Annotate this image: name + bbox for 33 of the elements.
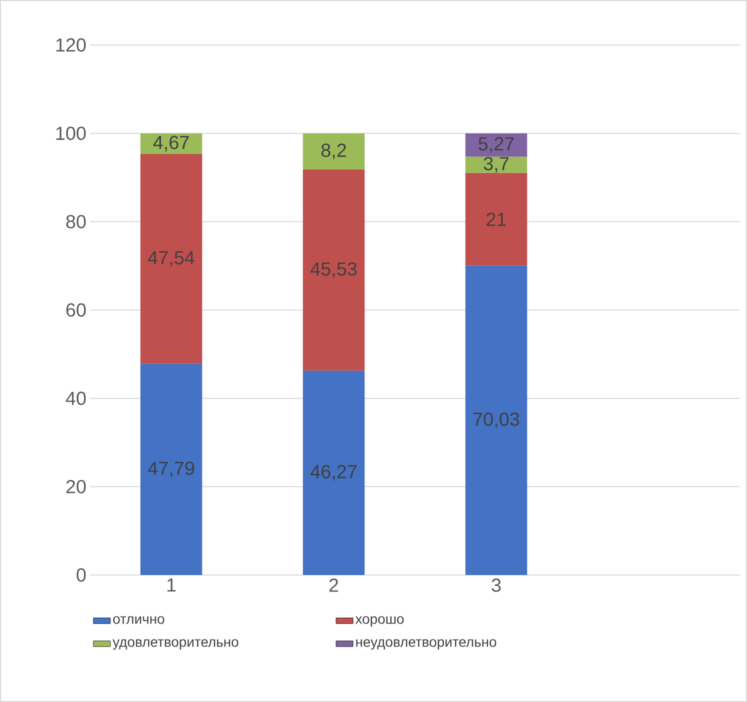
bar <box>465 156 528 173</box>
x-tick-label: 3 <box>492 578 501 592</box>
y-tick-label: 120 <box>56 38 86 52</box>
data-label: 47,54 <box>148 251 194 267</box>
data-label: 5,27 <box>478 137 514 153</box>
y-tick-label: 80 <box>66 214 86 228</box>
bar <box>465 172 528 266</box>
bar <box>465 133 528 157</box>
bar <box>140 154 202 364</box>
bar <box>465 266 528 575</box>
legend-label: удовлетворительно <box>112 639 238 650</box>
data-label: 47,79 <box>148 462 194 478</box>
x-tick-label: 1 <box>167 578 176 592</box>
bar <box>140 364 202 575</box>
y-tick-label: 100 <box>56 126 86 140</box>
y-tick-label: 0 <box>76 568 86 582</box>
data-label: 70,03 <box>474 412 520 428</box>
data-label: 8,2 <box>321 144 346 160</box>
y-tick-label: 60 <box>66 303 86 317</box>
data-label: 45,53 <box>310 262 357 278</box>
legend-label: неудовлетворительно <box>356 639 496 650</box>
x-tick-label: 2 <box>329 578 338 592</box>
bar <box>302 133 365 170</box>
bar <box>302 170 365 371</box>
bar <box>302 370 365 575</box>
data-label: 21 <box>486 212 506 226</box>
data-label: 3,7 <box>484 156 508 173</box>
data-label: 4,67 <box>153 136 189 152</box>
legend-label: хорошо <box>355 616 404 627</box>
data-label: 46,27 <box>310 464 356 481</box>
y-tick-label: 40 <box>66 392 86 406</box>
y-tick-label: 20 <box>66 480 86 494</box>
legend-label: отлично <box>113 616 164 624</box>
